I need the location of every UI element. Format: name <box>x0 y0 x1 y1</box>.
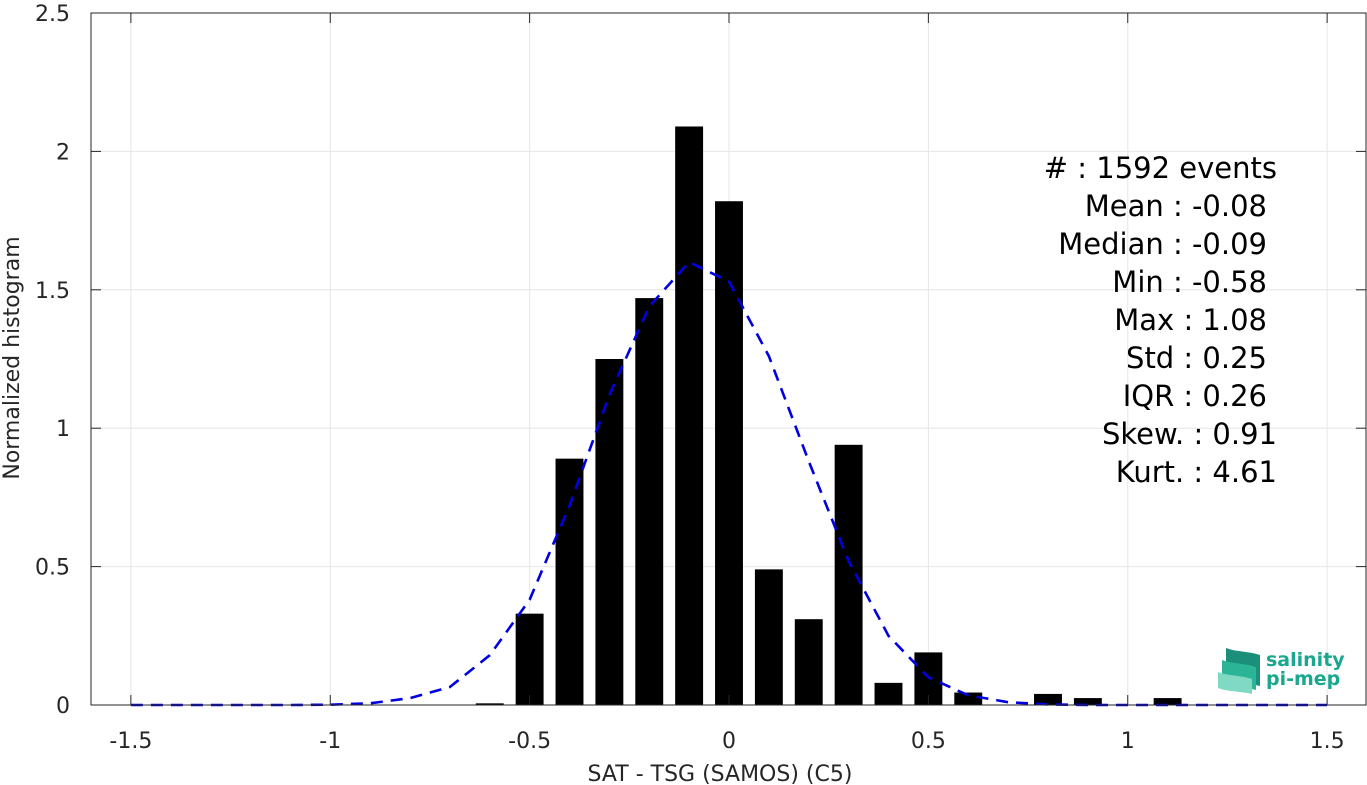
x-tick-label: 1 <box>1121 729 1135 754</box>
histogram-bar <box>675 126 704 706</box>
histogram-bar <box>874 682 903 705</box>
histogram-bar <box>715 201 743 705</box>
x-axis-label: SAT - TSG (SAMOS) (C5) <box>588 762 853 785</box>
stat-median: Median : -0.09 <box>1058 227 1267 261</box>
histogram-bar <box>1034 693 1062 705</box>
histogram-bar <box>515 613 544 705</box>
histogram-bar <box>635 298 664 705</box>
x-tick-label: -1.5 <box>109 729 152 754</box>
histogram-bar <box>555 458 584 705</box>
histogram-bar <box>475 703 504 705</box>
stat-kurt: Kurt. : 4.61 <box>1116 455 1277 489</box>
y-axis-label: Normalized histogram <box>0 236 25 479</box>
tick-labels: -1.5 -1 -0.5 0 0.5 1 1.5 0 0.5 1 1.5 2 2.5 <box>35 2 1345 754</box>
x-tick-label: 1.5 <box>1310 729 1345 754</box>
y-tick-label: 0.5 <box>35 556 70 581</box>
x-tick-label: -1 <box>319 729 341 754</box>
x-tick-label: 0.5 <box>911 729 946 754</box>
histogram-bar <box>1153 698 1182 705</box>
y-tick-label: 2 <box>56 140 70 165</box>
stat-iqr: IQR : 0.26 <box>1123 379 1267 413</box>
histogram-bar <box>1073 698 1102 705</box>
stat-std: Std : 0.25 <box>1126 341 1267 375</box>
y-tick-label: 0 <box>56 694 70 719</box>
stat-events: # : 1592 events <box>1044 151 1277 185</box>
stat-mean: Mean : -0.08 <box>1085 189 1267 223</box>
stats-box: # : 1592 events Mean : -0.08 Median : -0… <box>1044 151 1277 489</box>
logo-text-line2: pi-mep <box>1266 668 1340 690</box>
stat-max: Max : 1.08 <box>1114 303 1267 337</box>
histogram-bar <box>595 359 624 705</box>
bars <box>475 126 1182 706</box>
stat-min: Min : -0.58 <box>1112 265 1267 299</box>
y-tick-label: 2.5 <box>35 2 70 27</box>
salinity-pimep-logo: salinity pi-mep <box>1218 648 1345 694</box>
axes <box>90 12 1367 706</box>
x-tick-label: -0.5 <box>508 729 551 754</box>
logo-wave-icon <box>1218 648 1260 694</box>
logo-text-line1: salinity <box>1266 649 1345 671</box>
stat-skew: Skew. : 0.91 <box>1102 417 1277 451</box>
x-tick-label: 0 <box>722 729 736 754</box>
histogram-bar <box>794 619 823 705</box>
histogram-bar <box>754 569 783 705</box>
y-tick-label: 1 <box>56 417 70 442</box>
y-tick-label: 1.5 <box>35 279 70 304</box>
histogram-bar <box>834 444 863 705</box>
histogram-bar <box>954 692 983 705</box>
